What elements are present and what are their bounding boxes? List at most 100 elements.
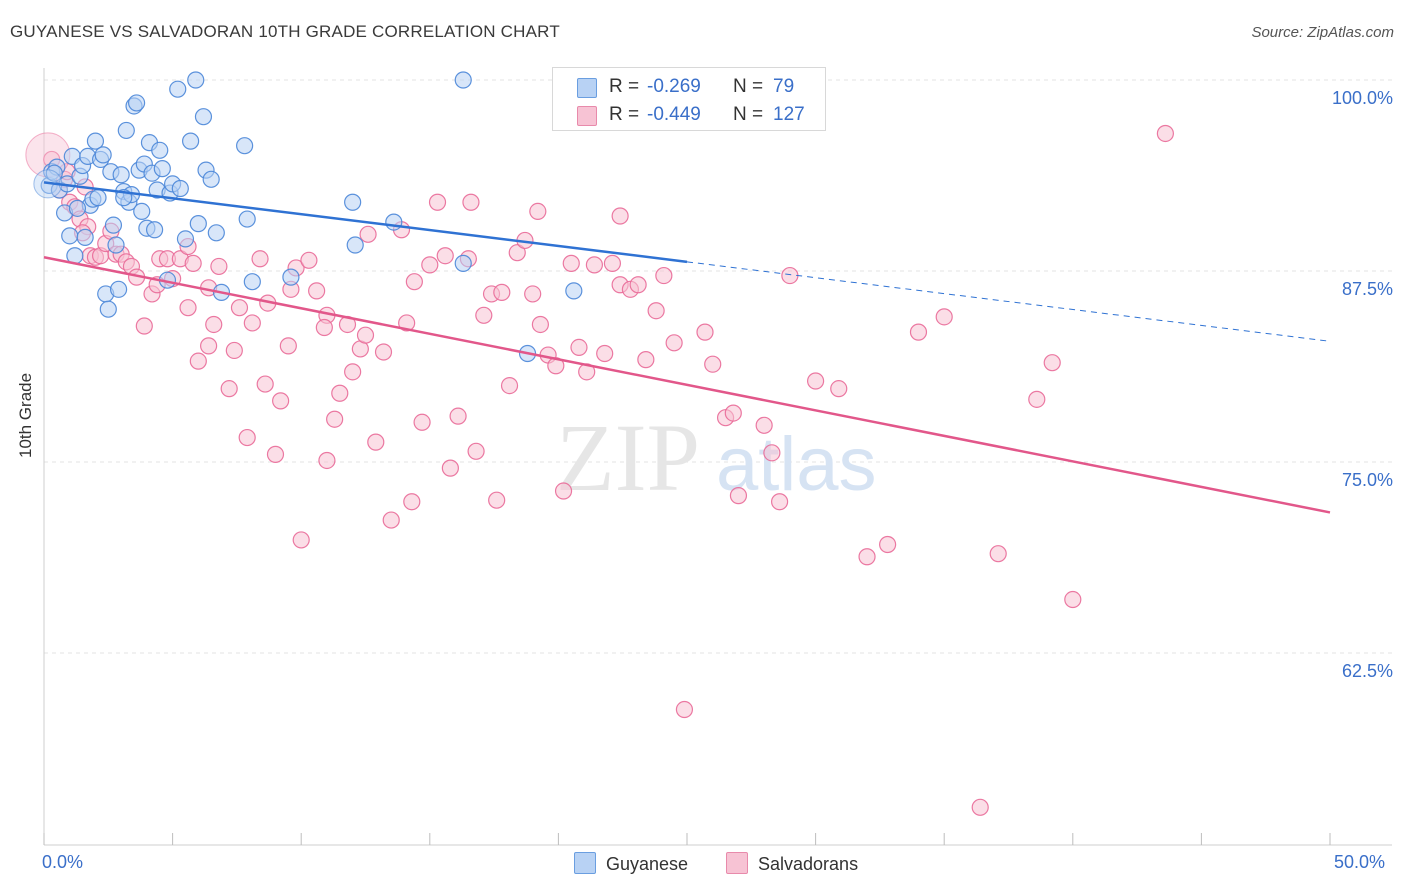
bottom-legend-salvadorans: Salvadorans [726, 852, 858, 875]
data-point [436, 247, 454, 265]
data-point [909, 323, 928, 341]
data-point [500, 377, 519, 395]
watermark: ZIP atlas [556, 404, 877, 511]
data-point [189, 352, 207, 370]
data-point [611, 207, 629, 225]
data-point [346, 236, 364, 254]
data-point [94, 146, 112, 164]
legend-n-value: 127 [773, 104, 805, 125]
data-point [210, 257, 228, 276]
data-point [318, 451, 336, 470]
data-point [344, 363, 362, 381]
data-point [441, 459, 459, 477]
data-point [755, 416, 773, 434]
data-point [675, 700, 694, 719]
legend-r-value: -0.269 [647, 76, 701, 97]
salvadorans-points [25, 71, 1174, 816]
data-point [220, 380, 238, 398]
data-point [99, 300, 117, 318]
data-point [45, 164, 63, 182]
data-point [858, 548, 876, 566]
data-point [462, 193, 480, 211]
data-point [935, 308, 953, 326]
data-point [475, 306, 493, 324]
data-point [171, 179, 189, 198]
y-tick-label: 75.0% [1342, 470, 1393, 490]
legend-row-guyanese: R = -0.269 N = 79 [553, 72, 825, 100]
y-tick-label: 87.5% [1342, 279, 1393, 299]
data-point [382, 511, 400, 529]
bottom-legend-label: Guyanese [606, 854, 689, 874]
data-point [359, 225, 377, 243]
data-point [151, 141, 169, 159]
data-point [405, 273, 423, 291]
guyanese-trend-line [43, 181, 688, 264]
legend-n-label: N = [733, 104, 764, 125]
source-label: Source: ZipAtlas.com [1251, 24, 1394, 41]
x-axis-min-label: 0.0% [42, 852, 84, 872]
data-point [127, 94, 146, 112]
data-point [61, 227, 79, 245]
data-point [524, 285, 542, 303]
data-point [647, 302, 665, 320]
data-point [428, 193, 447, 211]
data-point [729, 487, 748, 505]
data-point [770, 493, 789, 511]
salvadorans-trend-line [43, 256, 1331, 514]
data-point [179, 299, 197, 317]
data-point [529, 202, 547, 221]
data-point [86, 132, 105, 150]
data-point [133, 202, 151, 221]
legend-row-salvadorans: R = -0.449 N = 127 [553, 100, 825, 128]
data-point [1043, 354, 1061, 372]
data-point [315, 318, 333, 337]
data-point [243, 273, 261, 291]
legend-n-label: N = [733, 76, 764, 97]
data-point [109, 280, 128, 298]
data-point [806, 372, 825, 390]
data-point [603, 254, 622, 272]
data-point [272, 392, 290, 410]
data-point [531, 315, 549, 334]
data-point [205, 315, 223, 334]
data-point [238, 428, 256, 447]
y-tick-label: 100.0% [1332, 88, 1393, 108]
data-point [488, 491, 506, 509]
data-point [308, 282, 326, 300]
y-axis-title: 10th Grade [16, 372, 35, 458]
data-point [374, 343, 393, 361]
data-point [326, 410, 344, 428]
data-point [107, 236, 125, 254]
data-point [356, 326, 375, 344]
data-point [169, 80, 187, 98]
legend-swatch-pink [577, 106, 597, 126]
y-tick-label: 62.5% [1342, 661, 1393, 681]
data-point [454, 71, 472, 89]
data-point [145, 221, 164, 239]
data-point [1156, 124, 1174, 143]
data-point [570, 338, 588, 356]
data-point [989, 545, 1007, 563]
data-point [176, 230, 195, 248]
data-point [182, 132, 200, 150]
data-point [194, 108, 213, 126]
legend-n-value: 79 [773, 76, 795, 97]
chart-title: GUYANESE VS SALVADORAN 10TH GRADE CORREL… [10, 22, 560, 41]
data-point [68, 199, 87, 217]
data-point [763, 444, 781, 462]
data-point [467, 442, 485, 460]
data-point [292, 531, 310, 549]
data-point [243, 314, 261, 332]
data-point [1028, 390, 1046, 408]
data-point [508, 244, 526, 262]
guyanese-points [33, 71, 583, 363]
data-point [562, 254, 580, 272]
data-point [300, 251, 318, 269]
data-point [238, 210, 256, 228]
data-point [331, 384, 349, 402]
watermark-zip: ZIP [556, 404, 700, 511]
data-point [565, 282, 583, 300]
data-point [585, 256, 604, 274]
data-point [454, 254, 472, 272]
